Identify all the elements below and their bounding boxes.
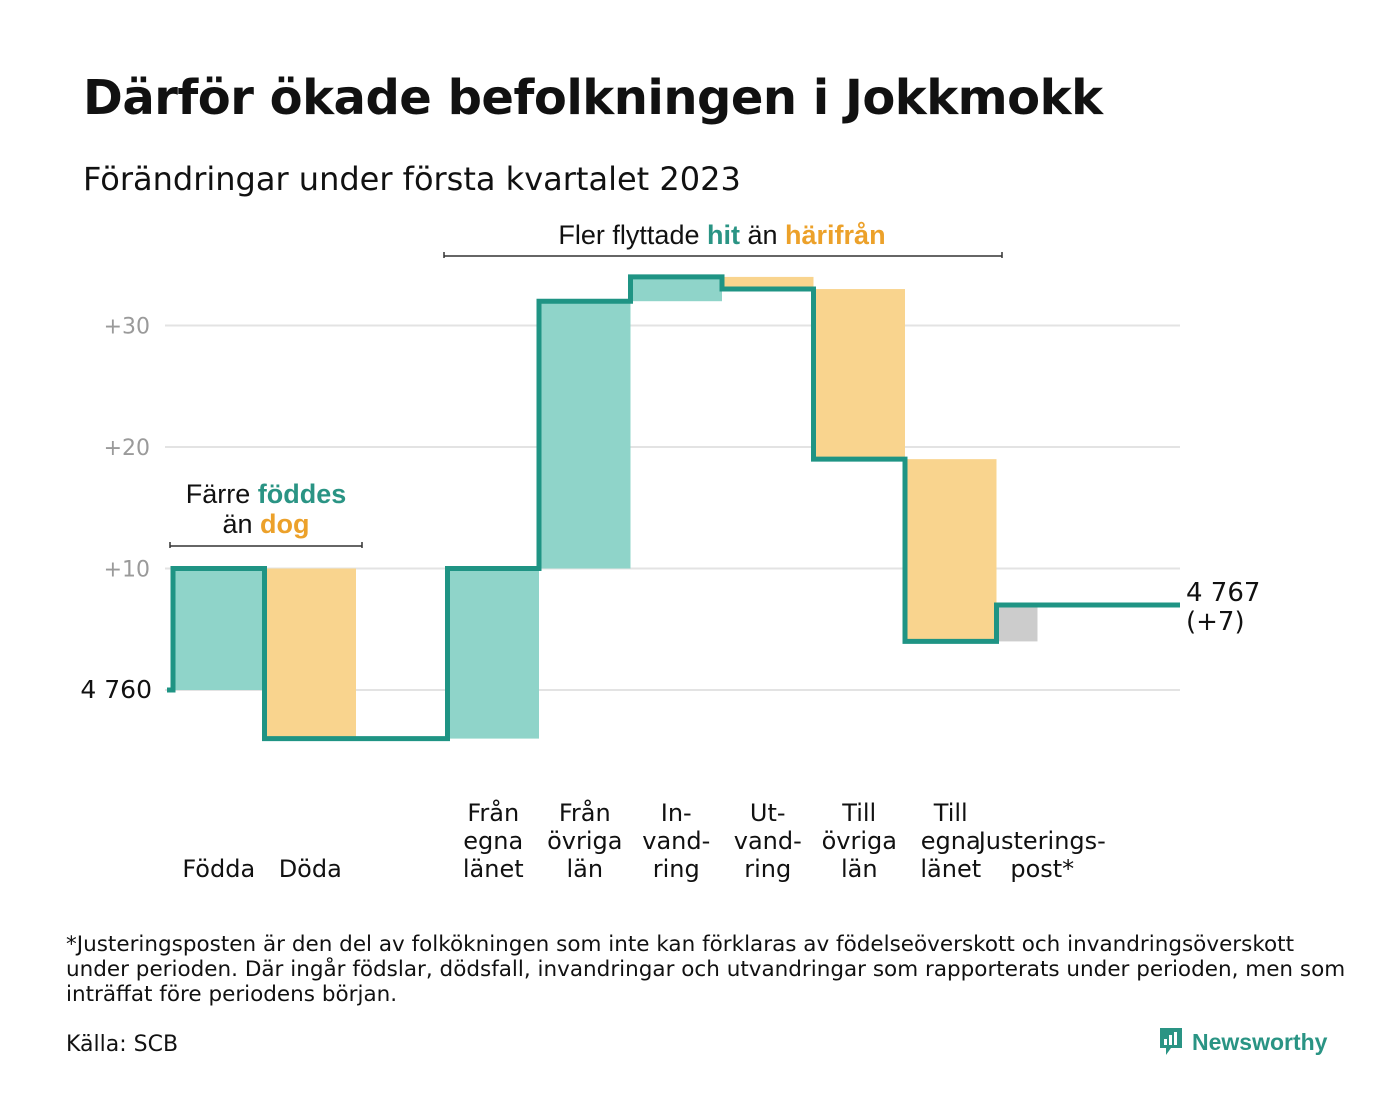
births-annotation-line2: än dog [222, 509, 309, 539]
chart-title: Därför ökade befolkningen i Jokkmokk [83, 70, 1103, 126]
category-label: egna [463, 827, 523, 855]
waterfall-bar [813, 289, 905, 460]
category-label: ring [653, 855, 700, 883]
waterfall-bar [997, 604, 1038, 642]
brand-name: Newsworthy [1192, 1028, 1328, 1055]
category-label: Till [933, 799, 968, 827]
chart-subtitle: Förändringar under första kvartalet 2023 [83, 160, 741, 198]
category-label: län [841, 855, 878, 883]
waterfall-bar [722, 276, 814, 290]
category-label: Från [559, 798, 611, 827]
category-label: Justerings- [977, 827, 1106, 855]
category-label: In- [661, 799, 692, 827]
category-label: Födda [182, 855, 255, 883]
footnote: *Justeringsposten är den del av folkökni… [66, 932, 1346, 1007]
category-label: län [566, 855, 603, 883]
y-tick-label: +10 [104, 558, 150, 583]
category-label: övriga [822, 827, 897, 855]
category-label: länet [920, 855, 981, 883]
y-tick-label: +30 [104, 315, 150, 340]
migration-annotation: Fler flyttade hit än härifrån [558, 220, 885, 250]
births-bracket [169, 542, 363, 548]
category-label: ring [744, 855, 791, 883]
category-label: Ut- [750, 799, 786, 827]
category-label: vand- [642, 827, 710, 855]
cumulative-step-line [167, 274, 1180, 742]
migration-bracket [443, 252, 1003, 258]
y-tick-label: +20 [104, 436, 150, 461]
waterfall-bar [539, 301, 631, 569]
category-label: Till [841, 799, 876, 827]
category-label: egna [921, 827, 981, 855]
waterfall-bar [264, 568, 356, 739]
waterfall-bar [905, 459, 997, 642]
category-label: post* [1010, 855, 1074, 883]
end-change-label: (+7) [1186, 607, 1245, 637]
start-value-label: 4 760 [80, 675, 152, 704]
waterfall-bar [447, 568, 539, 739]
newsworthy-logo-icon [1160, 1028, 1182, 1055]
category-label: övriga [547, 827, 622, 855]
brand-logo: Newsworthy [1158, 1026, 1327, 1058]
waterfall-bar [173, 568, 265, 690]
source-note: Källa: SCB [66, 1032, 179, 1057]
category-label: Från [467, 798, 519, 827]
category-label: Döda [279, 855, 342, 883]
waterfall-bar [630, 276, 722, 302]
end-value-label: 4 767 [1186, 578, 1260, 608]
category-label: vand- [734, 827, 802, 855]
births-annotation-line1: Färre föddes [186, 479, 347, 509]
category-label: länet [463, 855, 524, 883]
